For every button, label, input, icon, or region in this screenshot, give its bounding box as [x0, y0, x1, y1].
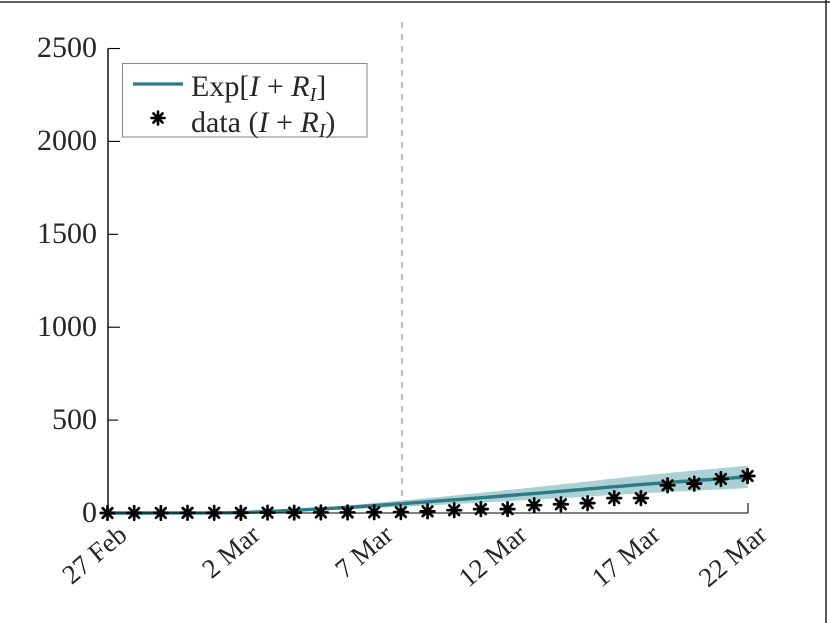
svg-text:500: 500: [52, 403, 97, 436]
svg-text:Exp[I + RI]: Exp[I + RI]: [191, 70, 326, 106]
svg-text:17 Mar: 17 Mar: [586, 519, 666, 593]
svg-text:data (I + RI): data (I + RI): [191, 106, 335, 142]
svg-text:2000: 2000: [37, 124, 97, 157]
svg-text:12 Mar: 12 Mar: [453, 519, 533, 593]
svg-text:7 Mar: 7 Mar: [329, 519, 398, 584]
svg-text:22 Mar: 22 Mar: [693, 519, 773, 593]
svg-text:0: 0: [82, 496, 97, 529]
svg-text:2 Mar: 2 Mar: [196, 519, 265, 584]
svg-text:2500: 2500: [37, 31, 97, 64]
svg-text:1000: 1000: [37, 310, 97, 343]
svg-text:1500: 1500: [37, 217, 97, 250]
svg-text:27 Feb: 27 Feb: [56, 519, 132, 590]
